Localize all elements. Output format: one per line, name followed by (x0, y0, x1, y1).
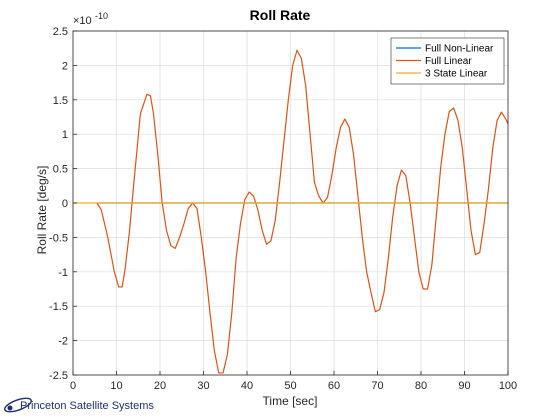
x-tick-label: 70 (371, 380, 383, 392)
y-tick-label: -2 (58, 336, 68, 348)
chart-title: Roll Rate (250, 7, 311, 23)
x-tick-label: 80 (415, 380, 427, 392)
x-tick-label: 10 (110, 380, 122, 392)
y-tick-label: -2.5 (49, 370, 68, 382)
y-tick-label: 0 (62, 198, 68, 210)
x-tick-label: 40 (241, 380, 253, 392)
series-line-full-linear (96, 49, 509, 374)
x-tick-label: 0 (70, 380, 76, 392)
y-tick-label: -1 (58, 267, 68, 279)
x-tick-label: 60 (328, 380, 340, 392)
y-tick-label: -1.5 (49, 301, 68, 313)
y-tick-label: 0.5 (53, 164, 68, 176)
y-tick-label: 2 (62, 60, 68, 72)
series-lines (73, 49, 509, 374)
y-tick-labels: 2.5 2 1.5 1 0.5 0 -0.5 -1 -1.5 -2 -2.5 (49, 26, 68, 382)
legend-entry: 3 State Linear (425, 69, 488, 80)
x-tick-label: 100 (499, 380, 517, 392)
x-tick-labels: 0 10 20 30 40 50 60 70 80 90 100 (70, 380, 517, 392)
y-tick-label: 2.5 (53, 26, 68, 38)
x-tick-label: 90 (458, 380, 470, 392)
princeton-logo-icon (4, 397, 32, 413)
x-axis-label: Time [sec] (263, 394, 318, 408)
y-axis-label: Roll Rate [deg/s] (35, 166, 49, 255)
y-tick-label: 1.5 (53, 95, 68, 107)
x-tick-label: 50 (284, 380, 296, 392)
x-tick-label: 30 (197, 380, 209, 392)
legend-entry: Full Non-Linear (425, 44, 494, 55)
y-tick-label: -0.5 (49, 232, 68, 244)
plot-area: 0 10 20 30 40 50 60 70 80 90 100 2.5 2 1.5 1 0.5 0 -0.5 -… (49, 26, 517, 392)
y-exponent-power: -10 (95, 11, 108, 21)
x-tick-label: 20 (154, 380, 166, 392)
logo-text: Princeton Satellite Systems (20, 400, 154, 412)
y-tick-label: 1 (62, 129, 68, 141)
legend-entry: Full Linear (425, 56, 472, 67)
y-exponent-base: ×10 (73, 15, 92, 27)
